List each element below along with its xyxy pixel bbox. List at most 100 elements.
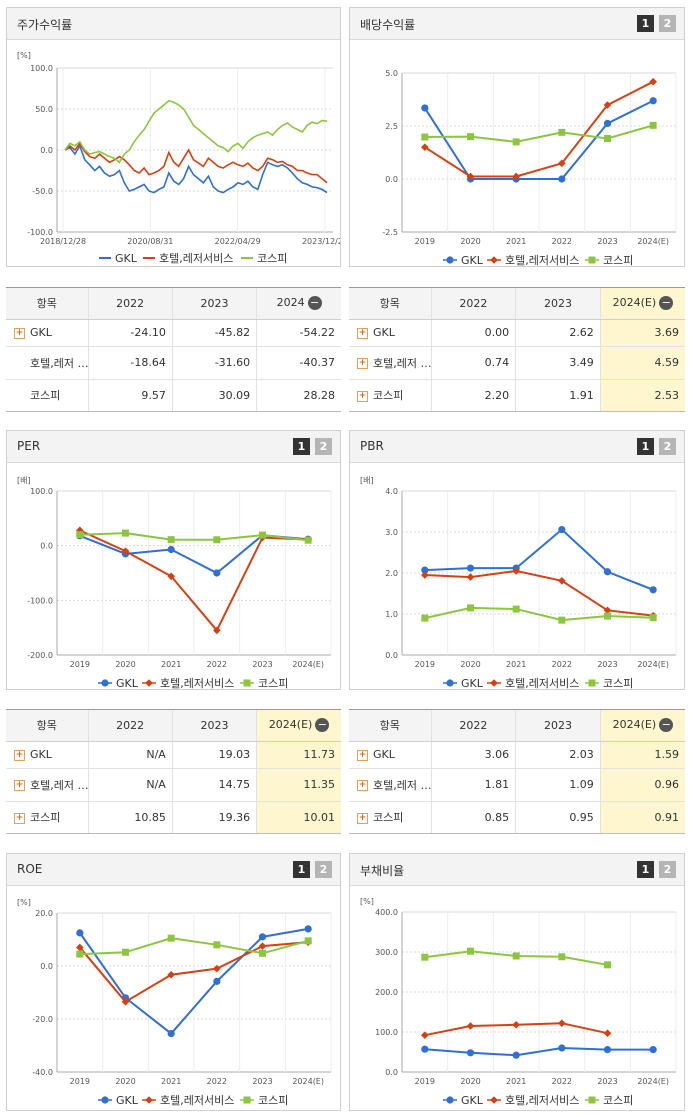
legend-item: GKL — [443, 254, 484, 266]
x-tick-label: 2023/12/28 — [302, 237, 340, 246]
series-line — [64, 141, 328, 184]
row-name-cell: + GKL — [349, 319, 432, 347]
column-header: 2023 — [515, 288, 601, 320]
expand-plus-icon[interactable]: + — [14, 327, 25, 339]
collapse-icon[interactable]: − — [659, 718, 674, 733]
y-tick-label: 200.0 — [375, 988, 398, 997]
data-point — [603, 1046, 612, 1054]
legend-label: GKL — [115, 252, 138, 265]
column-header-label: 항목 — [379, 297, 400, 311]
value-cell: -24.10 — [88, 319, 173, 347]
data-point — [512, 605, 520, 613]
row-name-cell: 호텔,레저 … — [6, 346, 89, 380]
data-point — [213, 626, 221, 635]
expand-plus-icon[interactable]: + — [357, 812, 368, 824]
view-1-button[interactable]: 1 — [293, 861, 310, 878]
y-tick-label: 0.0 — [385, 175, 398, 184]
data-point — [76, 526, 84, 535]
x-tick-label: 2023 — [597, 1077, 617, 1086]
view-2-button[interactable]: 2 — [315, 438, 332, 455]
legend-label: 코스피 — [258, 1094, 288, 1107]
expand-plus-icon[interactable]: + — [357, 780, 368, 792]
column-header-label: 2024(E) — [268, 718, 313, 732]
y-tick-label: 0.0 — [40, 962, 53, 971]
column-header-label: 2023 — [200, 718, 229, 732]
data-point — [467, 947, 474, 955]
column-header-label: 2023 — [543, 296, 572, 310]
legend-label: 호텔,레저서비스 — [159, 252, 233, 265]
data-point — [446, 1096, 454, 1104]
view-1-button[interactable]: 1 — [637, 861, 654, 878]
expand-plus-icon[interactable]: + — [357, 358, 368, 370]
column-header-label: 2024(E) — [612, 296, 657, 310]
series-line — [79, 529, 309, 633]
data-point — [421, 614, 429, 622]
data-point — [121, 997, 130, 1006]
data-point — [258, 942, 267, 950]
y-axis-unit: [%] — [17, 51, 31, 60]
data-point — [466, 1022, 475, 1030]
value-cell: 2.53 — [600, 379, 685, 411]
collapse-icon[interactable]: − — [307, 296, 322, 311]
legend-item: GKL — [443, 677, 484, 689]
column-header: 항목 — [6, 710, 89, 742]
view-2-button[interactable]: 2 — [659, 15, 676, 32]
data-point — [466, 573, 475, 581]
value-cell: 11.35 — [256, 768, 341, 802]
panel-title: 부채비율 — [360, 864, 405, 878]
data-point — [421, 571, 429, 579]
data-point — [213, 941, 221, 949]
value-cell: 3.69 — [600, 319, 685, 347]
data-point — [243, 679, 251, 687]
column-header-label: 2022 — [459, 296, 488, 310]
x-tick-label: 2020 — [460, 237, 480, 246]
value-cell: 2.03 — [515, 741, 601, 769]
expand-plus-icon[interactable]: + — [357, 390, 368, 402]
expand-plus-icon[interactable]: + — [357, 749, 368, 761]
expand-plus-icon[interactable]: + — [357, 327, 368, 339]
y-tick-label: 20.0 — [35, 909, 53, 918]
data-point — [588, 679, 596, 687]
expand-plus-icon[interactable]: + — [14, 780, 25, 792]
x-tick-label: 2024(E) — [637, 660, 669, 669]
legend-item: 코스피 — [585, 677, 633, 689]
legend-item: GKL — [443, 1094, 484, 1107]
value-cell: 3.49 — [515, 346, 601, 380]
x-tick-label: 2020 — [115, 1077, 135, 1086]
table-row: + 코스피 0.85 0.95 0.91 — [349, 801, 685, 833]
legend-label: 호텔,레저서비스 — [505, 1094, 579, 1107]
collapse-icon[interactable]: − — [659, 296, 674, 311]
x-tick-label: 2018/12/28 — [40, 237, 86, 246]
column-header: 2022 — [88, 710, 173, 742]
view-2-button[interactable]: 2 — [659, 861, 676, 878]
view-2-button[interactable]: 2 — [315, 861, 332, 878]
x-tick-label: 2023 — [597, 660, 617, 669]
value-cell: 1.91 — [515, 379, 601, 411]
column-header-label: 항목 — [379, 719, 400, 733]
data-point — [421, 104, 429, 112]
row-name-cell: + 호텔,레저 … — [349, 768, 432, 802]
y-tick-label: -2.5 — [382, 228, 398, 237]
series-line — [424, 1046, 654, 1057]
value-cell: 2.62 — [515, 319, 601, 347]
expand-plus-icon[interactable]: + — [14, 749, 25, 761]
view-2-button[interactable]: 2 — [659, 438, 676, 455]
view-1-button[interactable]: 1 — [293, 438, 310, 455]
y-tick-label: 3.0 — [385, 528, 398, 537]
legend-item: 코스피 — [585, 254, 633, 266]
legend-item: GKL — [98, 1094, 139, 1107]
row-name: 코스피 — [30, 389, 61, 403]
data-point — [213, 964, 221, 973]
row-name: 호텔,레저 … — [30, 356, 88, 370]
panel-title: 배당수익률 — [360, 18, 416, 32]
y-tick-label: 100.0 — [30, 487, 53, 496]
row-name: 호텔,레저 … — [373, 356, 431, 370]
view-1-button[interactable]: 1 — [637, 15, 654, 32]
expand-plus-icon[interactable]: + — [14, 812, 25, 824]
x-tick-label: 2024(E) — [637, 1077, 669, 1086]
column-header: 2023 — [172, 710, 258, 742]
view-1-button[interactable]: 1 — [637, 438, 654, 455]
collapse-icon[interactable]: − — [315, 718, 330, 733]
data-point — [649, 586, 657, 594]
pbr-panel: PBR 1 2 [배] 4.0 3.0 2.0 1.0 0.0 2019 2020 2021 20… — [349, 430, 685, 690]
